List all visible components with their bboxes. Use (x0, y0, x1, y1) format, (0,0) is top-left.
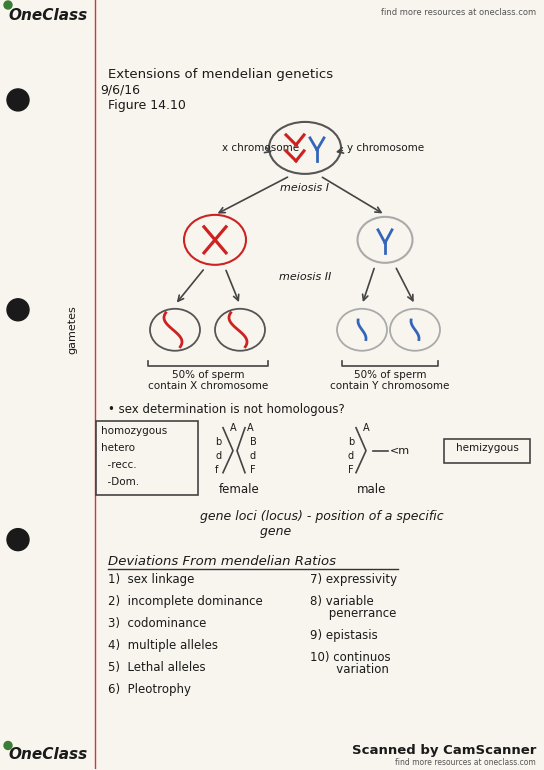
Ellipse shape (269, 122, 341, 174)
Text: Scanned by CamScanner: Scanned by CamScanner (351, 745, 536, 758)
Text: 50% of sperm
contain X chromosome: 50% of sperm contain X chromosome (148, 370, 268, 391)
Text: 6)  Pleotrophy: 6) Pleotrophy (108, 682, 191, 695)
Text: Figure 14.10: Figure 14.10 (108, 99, 186, 112)
Text: 8) variable: 8) variable (310, 594, 374, 608)
Text: d: d (250, 450, 256, 460)
Text: -Dom.: -Dom. (101, 477, 139, 487)
Text: y chromosome: y chromosome (347, 143, 424, 153)
Text: 3)  codominance: 3) codominance (108, 617, 206, 630)
Text: find more resources at oneclass.com: find more resources at oneclass.com (381, 8, 536, 17)
Text: 9) epistasis: 9) epistasis (310, 628, 378, 641)
Text: F: F (348, 464, 354, 474)
Text: find more resources at oneclass.com: find more resources at oneclass.com (395, 758, 536, 768)
Text: Extensions of mendelian genetics: Extensions of mendelian genetics (108, 68, 333, 81)
Circle shape (7, 299, 29, 321)
Text: meiosis I: meiosis I (281, 182, 330, 192)
Ellipse shape (215, 309, 265, 351)
FancyBboxPatch shape (96, 420, 198, 494)
Text: 50% of sperm
contain Y chromosome: 50% of sperm contain Y chromosome (330, 370, 450, 391)
Text: -recc.: -recc. (101, 460, 137, 470)
Text: x chromosome: x chromosome (222, 143, 299, 153)
Ellipse shape (357, 217, 412, 263)
Text: A: A (230, 423, 237, 433)
Text: OneClass: OneClass (8, 748, 87, 762)
Text: gametes: gametes (67, 306, 77, 354)
Text: homozygous: homozygous (101, 426, 167, 436)
Text: A: A (247, 423, 254, 433)
Text: b: b (348, 437, 354, 447)
Text: b: b (215, 437, 221, 447)
Text: hemizygous: hemizygous (455, 443, 518, 453)
Text: OneClass: OneClass (8, 8, 87, 23)
Text: 5)  Lethal alleles: 5) Lethal alleles (108, 661, 206, 674)
Text: d: d (348, 450, 354, 460)
Ellipse shape (337, 309, 387, 351)
Text: 7) expressivity: 7) expressivity (310, 573, 397, 586)
Text: 2)  incomplete dominance: 2) incomplete dominance (108, 594, 263, 608)
Ellipse shape (390, 309, 440, 351)
Text: hetero: hetero (101, 443, 135, 453)
Circle shape (4, 742, 12, 749)
Circle shape (7, 529, 29, 551)
Text: d: d (215, 450, 221, 460)
Ellipse shape (184, 215, 246, 265)
Text: F: F (250, 464, 256, 474)
Text: 10) continuos: 10) continuos (310, 651, 391, 664)
Circle shape (4, 1, 12, 9)
Text: A: A (363, 423, 369, 433)
Text: male: male (357, 483, 387, 496)
Text: Deviations From mendelian Ratios: Deviations From mendelian Ratios (108, 554, 336, 567)
Text: meiosis II: meiosis II (279, 272, 331, 282)
Text: gene loci (locus) - position of a specific
               gene: gene loci (locus) - position of a specif… (200, 510, 443, 537)
Ellipse shape (150, 309, 200, 351)
Text: • sex determination is not homologous?: • sex determination is not homologous? (108, 403, 345, 416)
Text: <m: <m (390, 446, 410, 456)
Text: female: female (219, 483, 259, 496)
Text: 4)  multiple alleles: 4) multiple alleles (108, 638, 218, 651)
Text: penerrance: penerrance (310, 607, 397, 620)
Text: B: B (250, 437, 257, 447)
FancyBboxPatch shape (444, 439, 530, 463)
Text: variation: variation (310, 662, 389, 675)
Text: 1)  sex linkage: 1) sex linkage (108, 573, 194, 586)
Text: 9/6/16: 9/6/16 (100, 84, 140, 97)
Circle shape (7, 89, 29, 111)
Text: f: f (215, 464, 218, 474)
